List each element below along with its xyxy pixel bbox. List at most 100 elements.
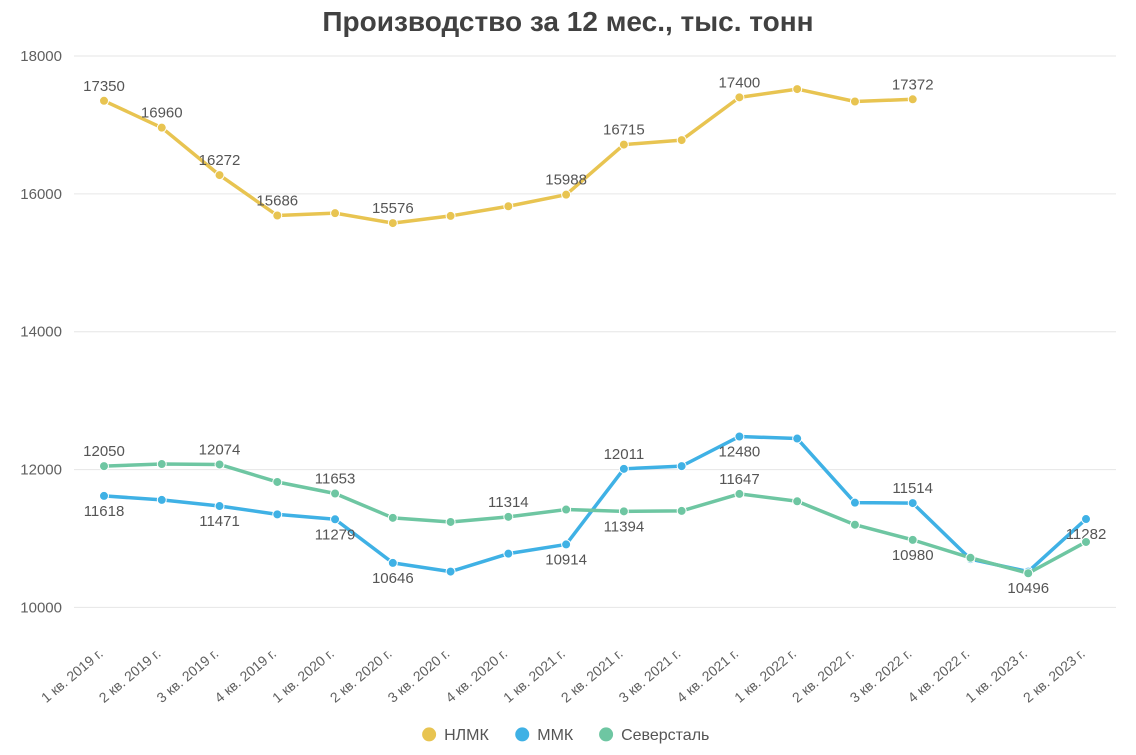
x-axis-label: 4 кв. 2019 г.	[211, 645, 279, 706]
data-label: 10496	[1007, 580, 1049, 597]
data-point	[850, 520, 859, 529]
series-line	[104, 464, 1086, 573]
data-point	[1024, 569, 1033, 578]
data-label: 15576	[372, 200, 414, 217]
data-label: 12011	[604, 446, 645, 463]
data-point	[908, 499, 917, 508]
legend-label: НЛМК	[444, 727, 489, 744]
data-point	[273, 477, 282, 486]
data-label: 12050	[83, 443, 125, 460]
y-axis-label: 14000	[20, 324, 62, 341]
x-axis-label: 2 кв. 2022 г.	[789, 645, 857, 706]
data-point	[850, 498, 859, 507]
data-point	[677, 506, 686, 515]
data-point	[100, 462, 109, 471]
data-point	[331, 515, 340, 524]
data-point	[619, 507, 628, 516]
data-point	[388, 219, 397, 228]
data-point	[908, 535, 917, 544]
data-point	[388, 513, 397, 522]
x-axis-label: 3 кв. 2020 г.	[385, 645, 453, 706]
x-axis-label: 4 кв. 2022 г.	[904, 645, 972, 706]
legend-label: Северсталь	[621, 727, 709, 744]
x-axis-label: 1 кв. 2022 г.	[731, 645, 799, 706]
data-point	[793, 497, 802, 506]
data-point	[504, 512, 513, 521]
data-label: 12480	[719, 443, 761, 460]
legend-dot	[422, 727, 436, 741]
data-point	[157, 460, 166, 469]
x-axis-label: 4 кв. 2020 г.	[442, 645, 510, 706]
data-point	[504, 202, 513, 211]
data-point	[273, 510, 282, 519]
legend-dot	[515, 727, 529, 741]
data-point	[331, 209, 340, 218]
data-label: 16272	[199, 152, 241, 169]
series-line	[104, 436, 1086, 571]
data-label: 11653	[315, 470, 356, 487]
data-label: 11618	[84, 503, 125, 520]
x-axis-label: 3 кв. 2021 г.	[616, 645, 684, 706]
data-label: 11394	[604, 518, 645, 535]
x-axis-label: 2 кв. 2020 г.	[327, 645, 395, 706]
x-axis-label: 1 кв. 2020 г.	[269, 645, 337, 706]
x-axis-label: 4 кв. 2021 г.	[673, 645, 741, 706]
data-label: 16960	[141, 105, 183, 122]
data-point	[677, 136, 686, 145]
data-label: 11514	[892, 480, 933, 497]
data-point	[100, 96, 109, 105]
data-label: 17350	[83, 78, 125, 95]
data-point	[215, 502, 224, 511]
legend-dot	[599, 727, 613, 741]
data-label: 11314	[488, 494, 529, 511]
y-axis-label: 18000	[20, 48, 62, 65]
data-point	[504, 549, 513, 558]
data-point	[908, 95, 917, 104]
data-label: 16715	[603, 122, 645, 139]
data-point	[100, 491, 109, 500]
y-axis-label: 10000	[20, 599, 62, 616]
data-label: 10914	[545, 551, 587, 568]
x-axis-label: 2 кв. 2019 г.	[96, 645, 164, 706]
data-point	[273, 211, 282, 220]
data-label: 15988	[545, 172, 587, 189]
x-axis-label: 2 кв. 2021 г.	[558, 645, 626, 706]
x-axis-label: 1 кв. 2019 г.	[38, 645, 106, 706]
data-point	[446, 211, 455, 220]
data-point	[562, 505, 571, 514]
data-label: 11471	[199, 513, 240, 530]
data-point	[966, 553, 975, 562]
data-point	[619, 464, 628, 473]
data-point	[793, 434, 802, 443]
data-point	[215, 460, 224, 469]
data-point	[677, 462, 686, 471]
data-label: 12074	[199, 441, 241, 458]
data-point	[562, 190, 571, 199]
data-point	[215, 171, 224, 180]
data-point	[446, 517, 455, 526]
chart-svg: 10000120001400016000180001 кв. 2019 г.2 …	[0, 0, 1136, 755]
x-axis-label: 3 кв. 2022 г.	[847, 645, 915, 706]
data-point	[157, 123, 166, 132]
data-point	[1082, 537, 1091, 546]
data-point	[562, 540, 571, 549]
data-point	[331, 489, 340, 498]
data-label: 17372	[892, 76, 934, 93]
x-axis-label: 2 кв. 2023 г.	[1020, 645, 1088, 706]
data-label: 15686	[256, 193, 298, 210]
y-axis-label: 16000	[20, 186, 62, 203]
data-label: 11279	[315, 526, 356, 543]
legend-label: ММК	[537, 727, 574, 744]
x-axis-label: 1 кв. 2021 г.	[500, 645, 568, 706]
data-point	[793, 85, 802, 94]
data-point	[735, 489, 744, 498]
data-label: 10646	[372, 570, 414, 587]
data-label: 10980	[892, 547, 934, 564]
chart-container: Производство за 12 мес., тыс. тонн 10000…	[0, 0, 1136, 755]
data-point	[388, 558, 397, 567]
data-label: 11647	[719, 471, 760, 488]
data-point	[735, 432, 744, 441]
data-point	[1082, 515, 1091, 524]
x-axis-label: 1 кв. 2023 г.	[962, 645, 1030, 706]
data-point	[446, 567, 455, 576]
